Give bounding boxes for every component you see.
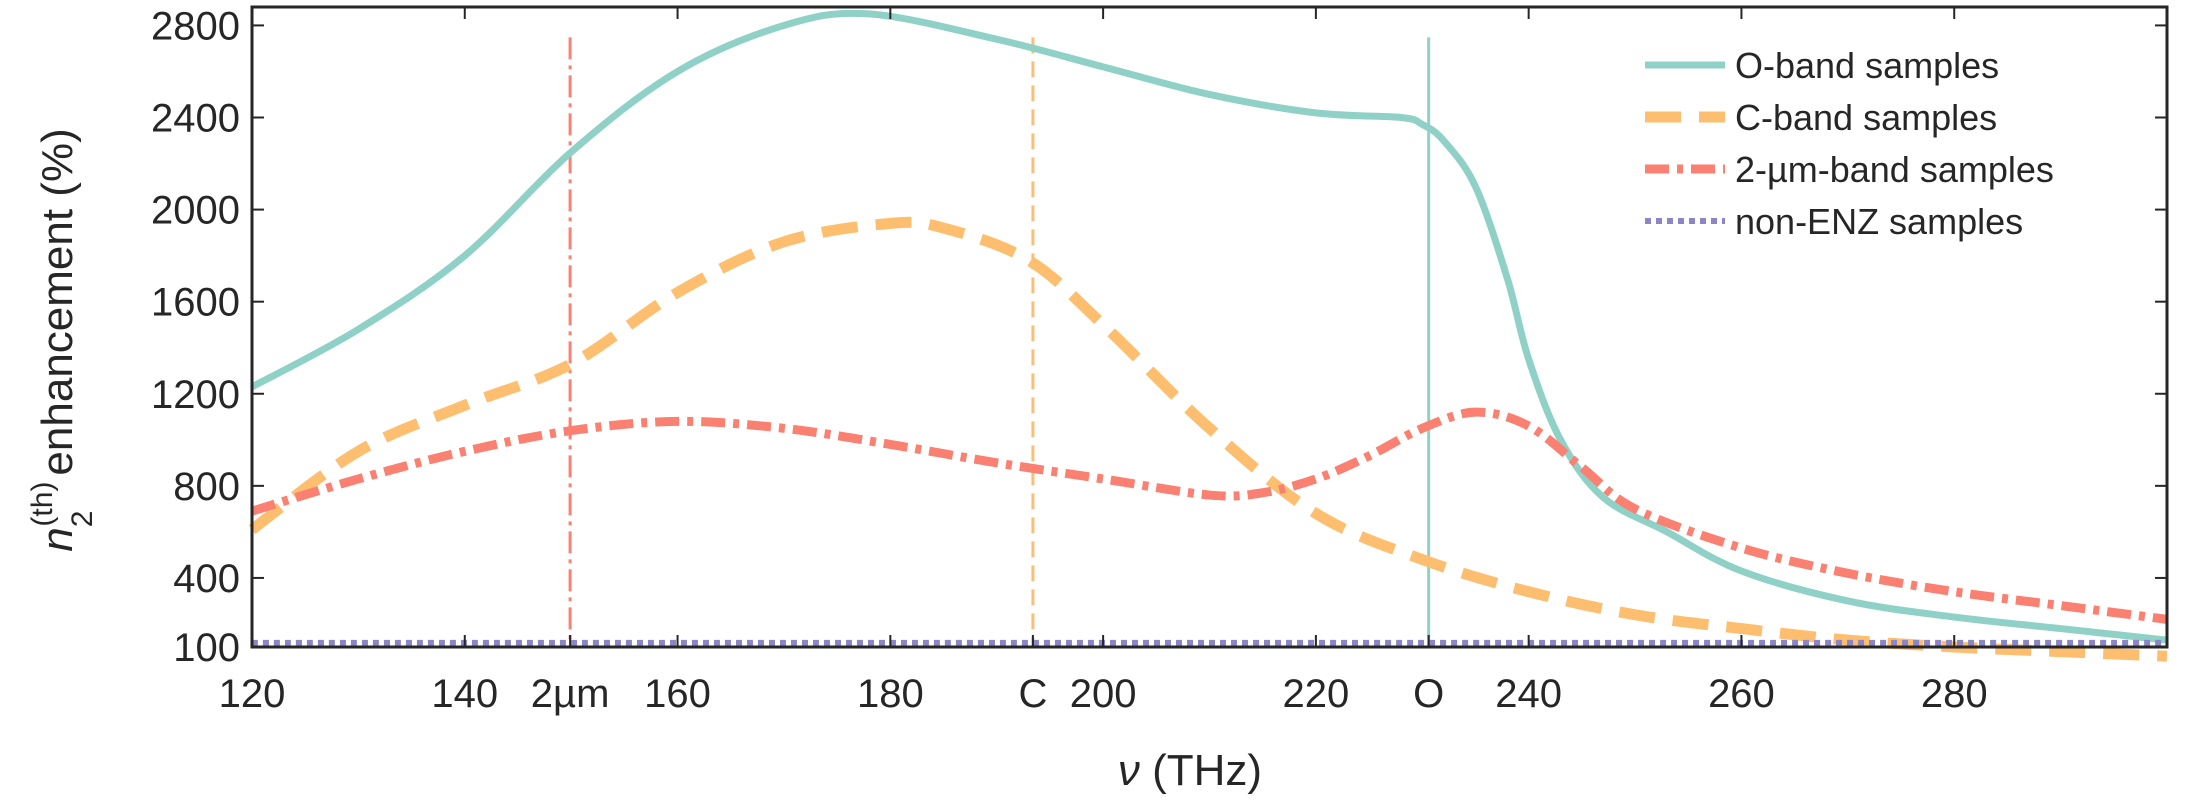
y-tick-label: 400 (173, 557, 240, 601)
x-tick-label: 240 (1495, 672, 1562, 716)
legend-label: C-band samples (1735, 97, 1997, 138)
band-marker-label: O (1413, 672, 1444, 716)
legend-label: O-band samples (1735, 45, 1999, 86)
band-marker-label: C (1018, 672, 1047, 716)
series-line-2-m-band-samples (250, 407, 2168, 624)
x-tick-label: 280 (1921, 672, 1988, 716)
x-axis-label: ν (THz) (1118, 746, 1262, 795)
legend-label: 2-µm-band samples (1735, 149, 2054, 190)
x-tick-label: 120 (219, 672, 286, 716)
legend-label: non-ENZ samples (1735, 201, 2023, 242)
y-tick-label: 1600 (151, 281, 240, 325)
series-line-o-band-samples (250, 9, 2168, 644)
y-tick-label: 800 (173, 465, 240, 509)
x-tick-label: 220 (1283, 672, 1350, 716)
x-tick-label: 260 (1708, 672, 1775, 716)
y-tick-label: 2000 (151, 189, 240, 233)
y-tick-label: 100 (173, 626, 240, 670)
y-tick-label: 2400 (151, 97, 240, 141)
y-tick-label: 1200 (151, 373, 240, 417)
y-axis-label: n2(th)enhancement (%) (26, 128, 99, 551)
x-tick-label: 140 (431, 672, 498, 716)
x-tick-label: 200 (1070, 672, 1137, 716)
y-tick-label: 2800 (151, 4, 240, 48)
plot-frame (250, 5, 2169, 649)
band-marker-label: 2µm (531, 672, 610, 716)
legend: O-band samples C-band samples 2-µm-band sa… (1645, 45, 2054, 242)
x-tick-label: 160 (644, 672, 711, 716)
x-tick-label: 180 (857, 672, 924, 716)
series-line-c-band-samples (248, 216, 2168, 662)
